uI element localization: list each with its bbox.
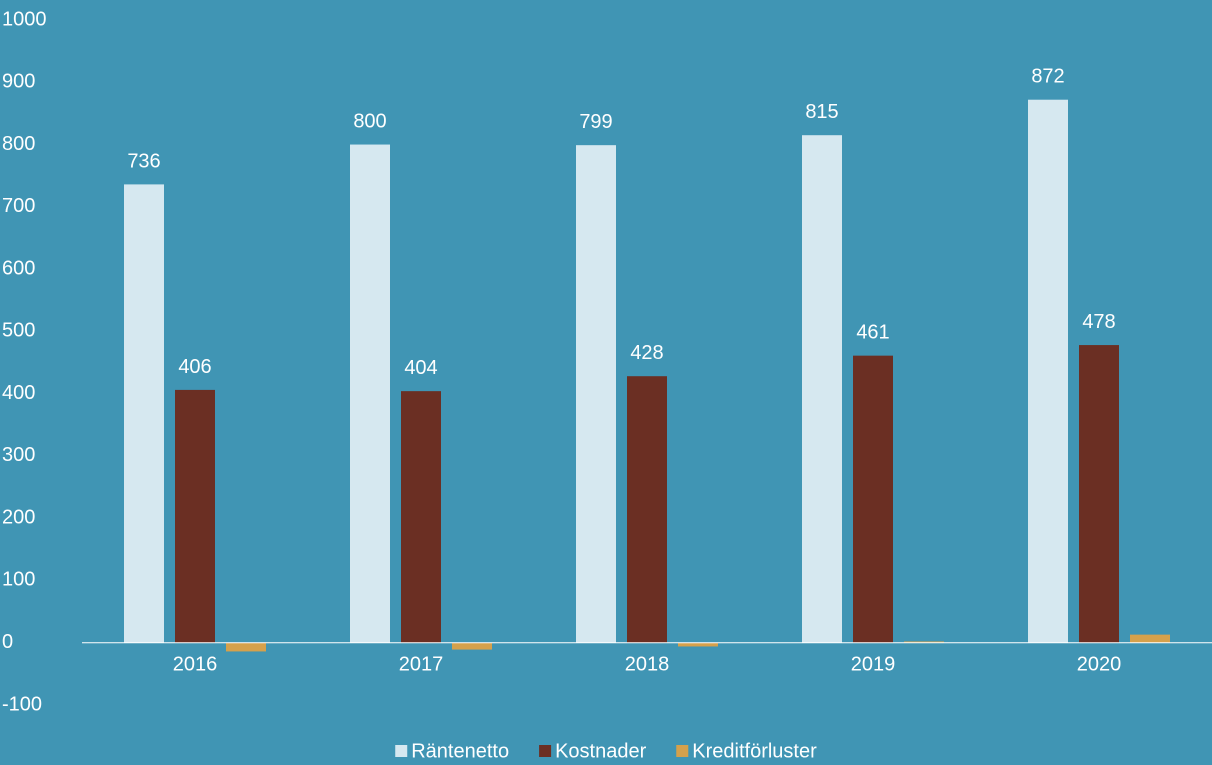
y-axis: -100 0 100 200 300 400 500 600 700 800 900 1000 — [2, 8, 47, 715]
bar — [350, 144, 390, 643]
y-tick-label: 800 — [2, 133, 35, 155]
data-label: 872 — [1031, 66, 1064, 88]
legend-label: Kreditförluster — [692, 740, 817, 762]
data-label: 404 — [404, 357, 437, 379]
y-tick-label: 700 — [2, 195, 35, 217]
bar — [401, 391, 441, 643]
bar — [175, 389, 215, 643]
y-tick-label: -100 — [2, 693, 42, 715]
bar — [1130, 634, 1170, 643]
y-tick-label: 0 — [2, 631, 13, 653]
x-tick-label: 2018 — [625, 654, 670, 676]
legend-swatch — [539, 745, 552, 757]
bar — [226, 642, 266, 652]
data-label: 428 — [630, 342, 663, 364]
legend-item: Räntenetto — [395, 740, 509, 762]
data-label: 406 — [178, 356, 211, 378]
bar — [576, 145, 616, 643]
y-tick-label: 400 — [2, 382, 35, 404]
legend-label: Räntenetto — [411, 740, 509, 762]
data-label: 478 — [1082, 311, 1115, 333]
legend-label: Kostnader — [555, 740, 647, 762]
bar — [452, 642, 492, 650]
y-tick-label: 600 — [2, 257, 35, 279]
legend-swatch — [395, 745, 408, 757]
legend-item: Kostnader — [539, 740, 647, 762]
x-tick-label: 2020 — [1077, 654, 1122, 676]
x-tick-label: 2017 — [399, 654, 444, 676]
legend-swatch — [676, 745, 689, 757]
bar — [678, 642, 718, 647]
bar — [853, 355, 893, 643]
data-label: 815 — [805, 101, 838, 123]
bar — [124, 184, 164, 643]
bar — [904, 641, 944, 643]
y-tick-label: 200 — [2, 506, 35, 528]
data-label: 799 — [579, 111, 612, 133]
y-tick-label: 900 — [2, 71, 35, 93]
bar — [1028, 99, 1068, 643]
bars-group — [124, 99, 1170, 652]
data-labels-group: 736 406 800 404 799 428 815 461 872 478 — [127, 66, 1115, 379]
legend: Räntenetto Kostnader Kreditförluster — [395, 740, 817, 762]
x-tick-label: 2016 — [173, 654, 218, 676]
x-axis: 2016 2017 2018 2019 2020 — [173, 654, 1122, 676]
y-tick-label: 100 — [2, 569, 35, 591]
y-tick-label: 500 — [2, 320, 35, 342]
data-label: 736 — [127, 150, 160, 172]
data-label: 461 — [856, 322, 889, 344]
bar — [1079, 345, 1119, 643]
bar — [627, 376, 667, 643]
x-tick-label: 2019 — [851, 654, 896, 676]
y-tick-label: 300 — [2, 444, 35, 466]
data-label: 800 — [353, 111, 386, 133]
legend-item: Kreditförluster — [676, 740, 817, 762]
y-tick-label: 1000 — [2, 8, 47, 30]
bar — [802, 135, 842, 643]
